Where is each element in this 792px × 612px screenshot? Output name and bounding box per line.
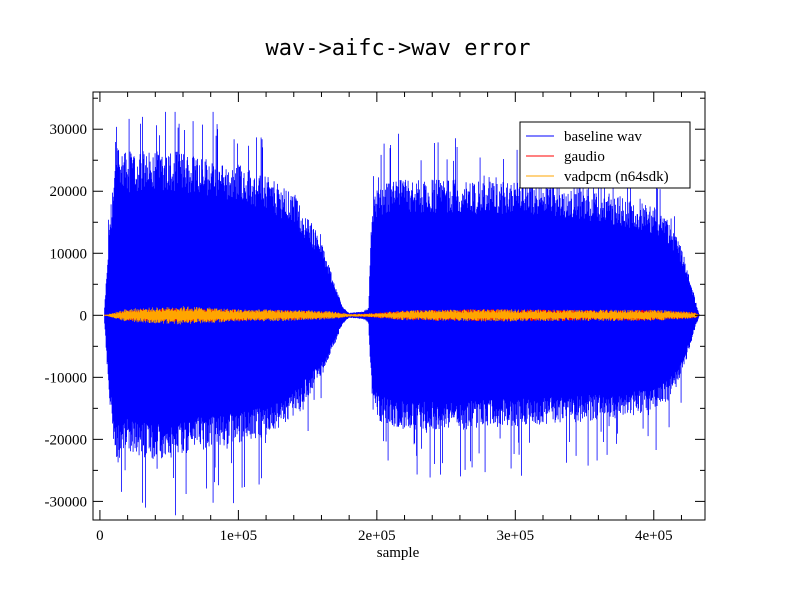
plot-frame bbox=[92, 91, 706, 521]
x-axis: 0 1e+05 2e+05 3e+05 4e+05 bbox=[96, 92, 682, 544]
y-tick-label: -10000 bbox=[45, 370, 88, 386]
x-tick-label: 4e+05 bbox=[635, 528, 673, 544]
chart-title: wav->aifc->wav error bbox=[266, 36, 531, 61]
legend-label: baseline wav bbox=[564, 129, 642, 145]
x-tick-label: 3e+05 bbox=[496, 528, 534, 544]
legend-label: gaudio bbox=[564, 149, 605, 165]
x-tick-label: 0 bbox=[96, 528, 104, 544]
plot-area bbox=[104, 111, 700, 516]
x-tick-label: 1e+05 bbox=[220, 528, 258, 544]
plot-border bbox=[92, 91, 706, 521]
x-tick-label: 2e+05 bbox=[358, 528, 396, 544]
y-tick-label: 30000 bbox=[50, 122, 88, 138]
legend-label: vadpcm (n64sdk) bbox=[564, 169, 669, 185]
y-tick-label: 20000 bbox=[50, 184, 88, 200]
x-axis-label: sample bbox=[377, 545, 420, 561]
y-tick-label: -20000 bbox=[45, 432, 88, 448]
y-tick-label: 0 bbox=[80, 308, 88, 324]
legend: baseline wav gaudio vadpcm (n64sdk) bbox=[519, 121, 691, 189]
y-axis: -30000 -20000 -10000 0 10000 20000 30000 bbox=[45, 97, 705, 510]
y-tick-label: -30000 bbox=[45, 494, 88, 510]
series-vadpcm-n64sdk- bbox=[104, 306, 700, 325]
legend-box bbox=[519, 121, 691, 189]
y-tick-label: 10000 bbox=[50, 246, 88, 262]
